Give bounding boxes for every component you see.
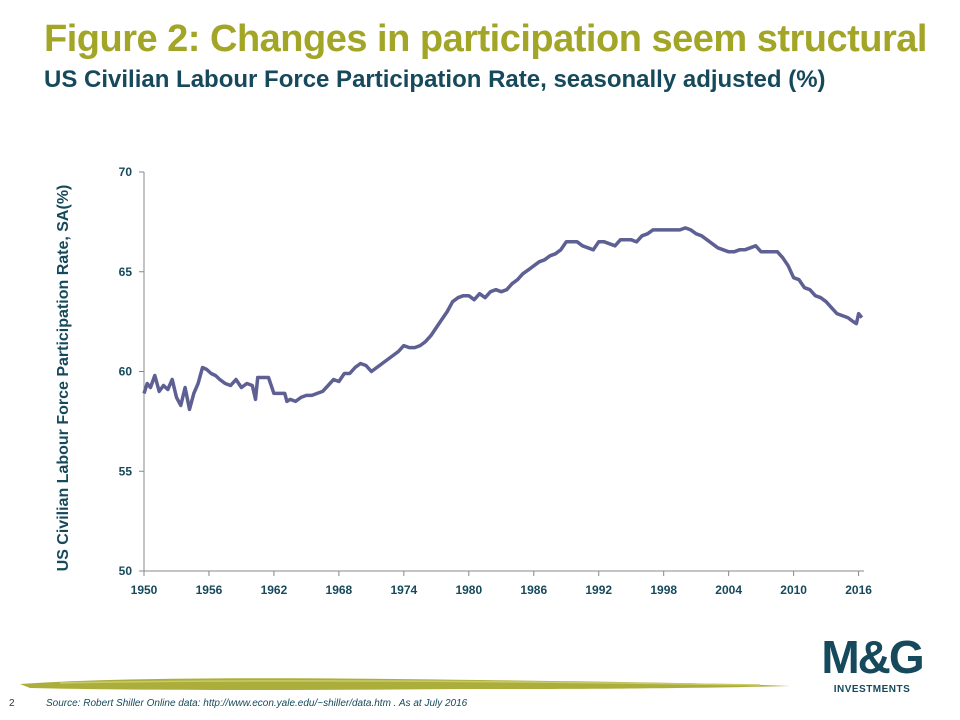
x-tick-label: 2010 — [780, 583, 807, 597]
x-tick-label: 2016 — [845, 583, 872, 597]
x-tick-label: 1980 — [455, 583, 482, 597]
source-note: Source: Robert Shiller Online data: http… — [46, 698, 468, 709]
x-tick-label: 1986 — [520, 583, 547, 597]
logo-mark: M&G — [821, 631, 924, 683]
x-tick-label: 2004 — [715, 583, 742, 597]
x-tick-label: 1950 — [131, 583, 158, 597]
x-tick-label: 1998 — [650, 583, 677, 597]
x-tick-label: 1962 — [261, 583, 288, 597]
x-tick-label: 1956 — [196, 583, 223, 597]
y-tick-label: 50 — [119, 564, 133, 578]
x-tick-label: 1968 — [326, 583, 353, 597]
logo-subtext: INVESTMENTS — [833, 684, 911, 695]
series-line — [142, 226, 864, 412]
chart-axes — [143, 172, 864, 572]
y-axis-ticks: 50 55 60 65 70 — [119, 165, 144, 578]
x-axis-ticks: 1950 1956 1962 1968 1974 1980 1986 1992 1998 2004… — [131, 571, 872, 597]
chart-title: Figure 2: Changes in participation seem … — [44, 18, 927, 60]
footer-swoosh — [20, 678, 790, 690]
mg-logo: M&G INVESTMENTS — [810, 632, 934, 702]
x-tick-label: 1992 — [585, 583, 612, 597]
y-tick-label: 65 — [119, 265, 133, 279]
chart-subtitle: US Civilian Labour Force Participation R… — [44, 66, 826, 93]
y-tick-label: 55 — [119, 464, 133, 478]
page-number: 2 — [9, 698, 15, 709]
y-axis-title: US Civilian Labour Force Participation R… — [55, 185, 72, 572]
series-group — [142, 226, 864, 412]
y-tick-label: 60 — [119, 365, 133, 379]
x-tick-label: 1974 — [390, 583, 417, 597]
y-tick-label: 70 — [119, 165, 133, 179]
